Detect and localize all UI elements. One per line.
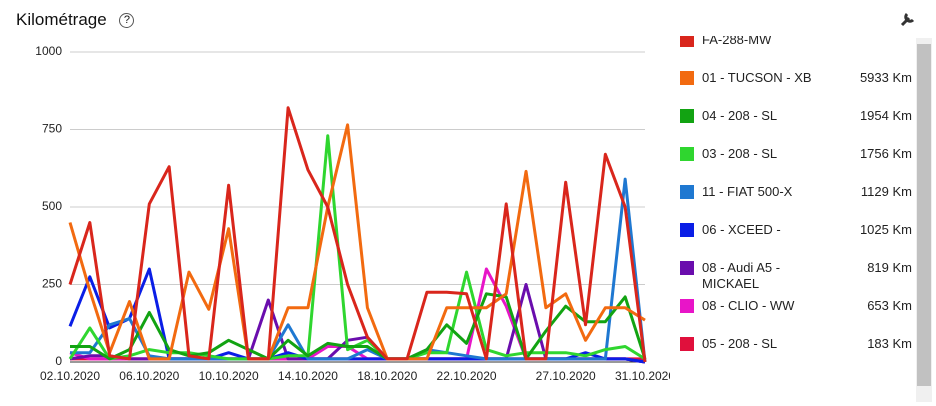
legend-item[interactable]: 11 - FIAT 500-X 1129 Km <box>676 184 912 216</box>
scroll-thumb[interactable] <box>917 44 931 386</box>
legend-label: 11 - FIAT 500-X <box>702 184 793 199</box>
legend-list: FA-288-MW 01 - TUCSON - XB 5933 Km 04 - 208… <box>676 36 912 368</box>
legend-item[interactable]: 06 - XCEED - 1025 Km <box>676 222 912 254</box>
legend-label: 03 - 208 - SL <box>702 146 778 161</box>
x-tick-label: 10.10.2020 <box>199 369 259 383</box>
legend-label: 04 - 208 - SL <box>702 108 778 123</box>
chart: 0 250 500 750 1000 02.10.2020 06.10.2020 10.10.… <box>35 44 670 383</box>
legend: FA-288-MW 01 - TUCSON - XB 5933 Km 04 - 208… <box>676 36 912 402</box>
legend-item[interactable]: 08 - Audi A5 - MICKAEL 819 Km <box>676 260 912 292</box>
legend-swatch <box>680 299 694 313</box>
legend-swatch <box>680 147 694 161</box>
legend-swatch <box>680 36 694 47</box>
legend-item[interactable]: 03 - 208 - SL 1756 Km <box>676 146 912 178</box>
legend-total: 1954 Km <box>859 108 912 123</box>
scrollbar[interactable] <box>916 38 932 402</box>
legend-item[interactable]: 04 - 208 - SL 1954 Km <box>676 108 912 140</box>
legend-total: 1756 Km <box>859 146 912 161</box>
wrench <box>900 12 915 27</box>
help-icon[interactable]: ? <box>119 13 135 28</box>
widget-title: Kilométrage <box>16 10 107 29</box>
legend-label: 08 - Audi A5 - MICKAEL <box>702 260 781 291</box>
legend-label: 08 - CLIO - WW <box>702 298 795 313</box>
legend-swatch <box>680 261 694 275</box>
legend-swatch <box>680 109 694 123</box>
x-tick-label: 22.10.2020 <box>437 369 497 383</box>
y-tick-label: 0 <box>55 354 62 368</box>
y-tick-label: 750 <box>42 122 62 136</box>
legend-item[interactable]: FA-288-MW <box>676 36 912 64</box>
legend-total: 1129 Km <box>860 184 912 199</box>
series-line <box>68 106 647 363</box>
legend-total: 183 Km <box>867 336 912 351</box>
x-tick-label: 02.10.2020 <box>40 369 100 383</box>
legend-label: 05 - 208 - SL <box>702 336 778 351</box>
legend-item[interactable]: 05 - 208 - SL 183 Km <box>676 336 912 368</box>
legend-label: FA-288-MW <box>702 36 772 47</box>
legend-item[interactable]: 01 - TUCSON - XB 5933 Km <box>676 70 912 102</box>
y-tick-label: 500 <box>42 199 62 213</box>
legend-total: 819 Km <box>867 260 912 275</box>
x-tick-label: 06.10.2020 <box>119 369 179 383</box>
legend-swatch <box>680 185 694 199</box>
x-tick-label: 27.10.2020 <box>536 369 596 383</box>
legend-swatch <box>680 223 694 237</box>
settings-icon[interactable] <box>898 10 918 30</box>
y-tick-label: 250 <box>42 277 62 291</box>
y-tick-label: 1000 <box>35 44 62 58</box>
legend-label: 06 - XCEED - <box>702 222 781 237</box>
series-line <box>68 123 646 361</box>
x-tick-label: 14.10.2020 <box>278 369 338 383</box>
series-line <box>68 134 646 361</box>
x-tick-label: 18.10.2020 <box>357 369 417 383</box>
legend-total: 653 Km <box>867 298 912 313</box>
legend-swatch <box>680 337 694 351</box>
header: Kilométrage ? <box>16 10 135 30</box>
legend-label: 01 - TUCSON - XB <box>702 70 812 85</box>
legend-total: 1025 Km <box>859 222 912 237</box>
legend-item[interactable]: 08 - CLIO - WW 653 Km <box>676 298 912 330</box>
legend-total: 5933 Km <box>859 70 912 85</box>
legend-swatch <box>680 71 694 85</box>
x-tick-label: 31.10.2020 <box>615 369 670 383</box>
